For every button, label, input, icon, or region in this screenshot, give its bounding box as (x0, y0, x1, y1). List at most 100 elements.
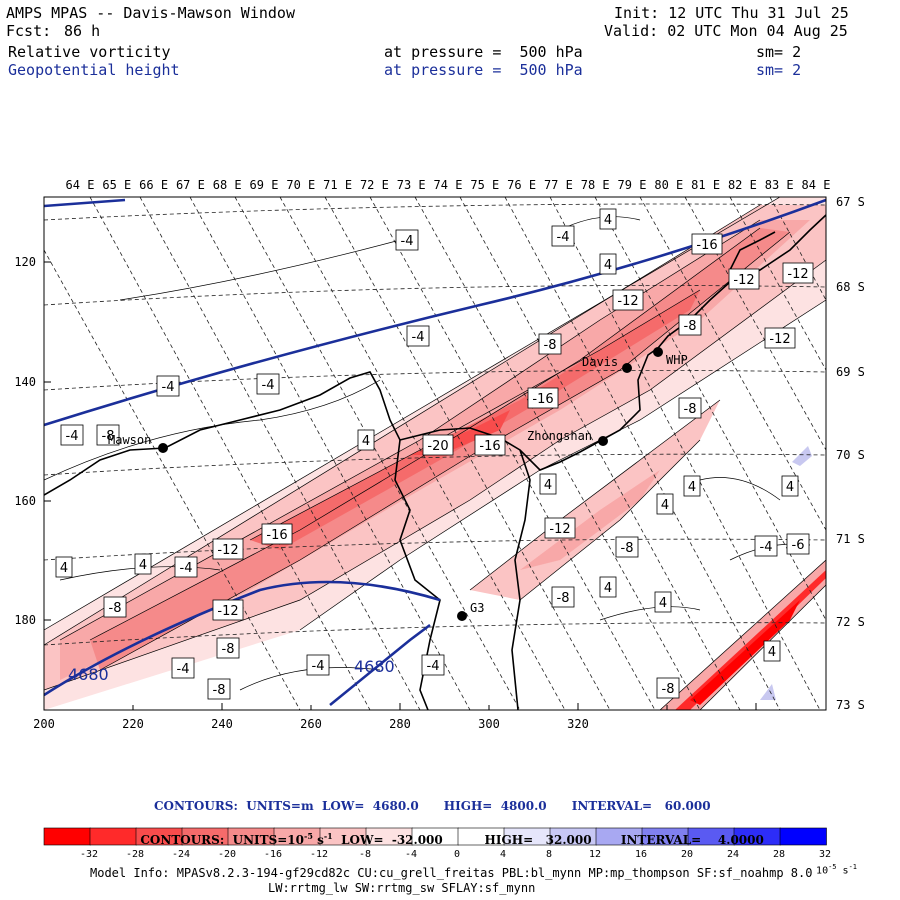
contour-label: -12 (764, 327, 796, 349)
svg-text:-12: -12 (217, 604, 238, 619)
colorbar-unit-s: s (836, 865, 849, 877)
forecast-label: Fcst: (6, 22, 52, 40)
svg-text:-4: -4 (177, 662, 190, 677)
contour-label: -12 (212, 538, 244, 560)
svg-text:-4: -4 (427, 659, 440, 674)
latitude-labels: 67 S 68 S 69 S 70 S 71 S 72 S 73 S (836, 195, 865, 712)
colorbar-label: -8 (359, 849, 371, 860)
lat-label: 73 S (836, 698, 865, 712)
height-label: 4680 (354, 657, 395, 676)
contour-label: 4 (654, 591, 672, 613)
lon-label: 81 E (691, 178, 720, 192)
contour-label: -12 (544, 517, 576, 539)
colorbar-label: 0 (454, 849, 460, 860)
svg-text:4: 4 (786, 480, 794, 495)
x-tick-label: 320 (567, 717, 589, 731)
vorticity-units-s: s (312, 833, 324, 847)
lon-label: 78 E (581, 178, 610, 192)
colorbar-unit: 10-5 s-1 (804, 842, 857, 879)
contour-label: 4 (55, 556, 73, 578)
lon-label: 74 E (434, 178, 463, 192)
svg-text:-4: -4 (262, 378, 275, 393)
field2-level: at pressure = 500 hPa (384, 61, 583, 79)
svg-text:-8: -8 (662, 682, 675, 697)
colorbar-label: 24 (727, 849, 739, 860)
contour-label: -4 (60, 424, 84, 446)
contour-label: 4 (683, 475, 701, 497)
y-tick-label: 140 (14, 375, 36, 389)
lon-label: 80 E (654, 178, 683, 192)
svg-text:-16: -16 (532, 392, 553, 407)
contour-label: 4 (763, 640, 781, 662)
contour-label: 4 (599, 253, 617, 275)
vorticity-contour-info: CONTOURS: UNITS=10-5 s-1 LOW= -32.000 HI… (132, 811, 764, 849)
station-mawson-marker (158, 443, 168, 453)
contour-label: -8 (207, 678, 231, 700)
colorbar-label: -28 (126, 849, 144, 860)
lon-label: 83 E (765, 178, 794, 192)
lon-label: 71 E (323, 178, 352, 192)
y-tick-label: 160 (14, 494, 36, 508)
contour-label: -8 (216, 637, 240, 659)
contour-label: -4 (754, 535, 778, 557)
contour-label: 4 (539, 473, 557, 495)
contour-label: -4 (395, 229, 419, 251)
station-davis-marker (622, 363, 632, 373)
svg-text:-4: -4 (557, 230, 570, 245)
contour-label: 4 (599, 208, 617, 230)
svg-text:-4: -4 (66, 429, 79, 444)
svg-text:-8: -8 (109, 601, 122, 616)
vorticity-units-exp: -5 (304, 831, 313, 841)
contour-label: -20 (422, 434, 454, 456)
svg-text:-8: -8 (102, 429, 115, 444)
x-tick-label: 260 (300, 717, 322, 731)
station-g3: G3 (470, 601, 484, 615)
svg-text:-4: -4 (760, 540, 773, 555)
colorbar-label: 8 (546, 849, 552, 860)
height-contour-info: CONTOURS: UNITS=m LOW= 4680.0 HIGH= 4800… (154, 799, 711, 813)
contour-label: 4 (781, 475, 799, 497)
svg-text:-8: -8 (222, 642, 235, 657)
colorbar-label: 4 (500, 849, 506, 860)
contour-label: 4 (656, 493, 674, 515)
lon-label: 75 E (470, 178, 499, 192)
colorbar-label: 20 (681, 849, 693, 860)
contour-label: -12 (728, 268, 760, 290)
contour-label: 4 (134, 553, 152, 575)
contour-labels: -4 -4 -4 -4 -4 -4 -4 -4 -4 -8 -8 -8 -8 -8 -8 -8 -8 -12 -12… (55, 208, 814, 700)
svg-text:4: 4 (688, 480, 696, 495)
svg-text:4: 4 (768, 645, 776, 660)
colorbar-swatch (43, 827, 91, 846)
svg-text:4: 4 (604, 213, 612, 228)
svg-text:-4: -4 (401, 234, 414, 249)
svg-text:-8: -8 (544, 338, 557, 353)
contour-label: -4 (306, 654, 330, 676)
colorbar-label: 16 (635, 849, 647, 860)
colorbar-swatch (779, 827, 827, 846)
field1-level: at pressure = 500 hPa (384, 43, 583, 61)
lon-label: 67 E (176, 178, 205, 192)
field2-smoothing: sm= 2 (756, 61, 802, 79)
contour-label: -4 (171, 657, 195, 679)
svg-text:-4: -4 (180, 561, 193, 576)
colorbar-label: 28 (773, 849, 785, 860)
lon-label: 84 E (802, 178, 831, 192)
colorbar-label: 32 (819, 849, 831, 860)
field2-name: Geopotential height (8, 61, 180, 79)
svg-text:-8: -8 (557, 591, 570, 606)
contour-label: -12 (782, 262, 814, 284)
lon-label: 73 E (397, 178, 426, 192)
x-axis-ticks: 200 220 240 260 280 300 320 (33, 717, 589, 731)
lat-label: 69 S (836, 365, 865, 379)
colorbar-swatch (89, 827, 137, 846)
lat-label: 67 S (836, 195, 865, 209)
svg-text:-12: -12 (549, 522, 570, 537)
contour-label: -4 (156, 375, 180, 397)
y-axis-ticks: 120 140 160 180 (14, 255, 36, 627)
lon-label: 66 E (139, 178, 168, 192)
field1-smoothing: sm= 2 (756, 43, 802, 61)
longitude-labels: 64 E 65 E 66 E 67 E 68 E 69 E 70 E 71 E 72 E 73 E… (66, 178, 831, 192)
contour-label: -8 (656, 677, 680, 699)
svg-text:-8: -8 (621, 541, 634, 556)
